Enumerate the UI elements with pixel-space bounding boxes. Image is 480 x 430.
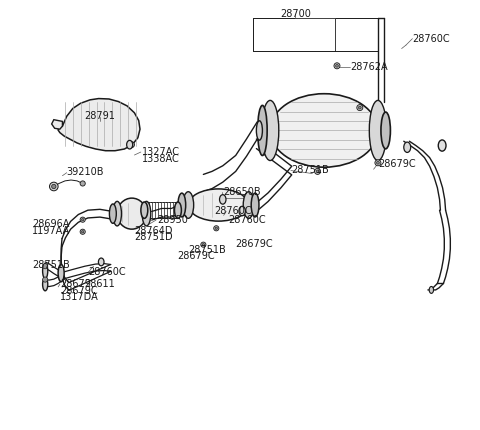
Ellipse shape <box>438 141 446 152</box>
Text: 28760C: 28760C <box>412 34 450 44</box>
Ellipse shape <box>58 265 64 282</box>
Ellipse shape <box>183 192 193 219</box>
Circle shape <box>214 226 219 231</box>
Text: 28679: 28679 <box>60 279 91 289</box>
Ellipse shape <box>239 207 245 216</box>
Text: 1338AC: 1338AC <box>142 153 180 163</box>
Circle shape <box>336 65 338 68</box>
Circle shape <box>316 171 319 173</box>
Ellipse shape <box>43 264 48 279</box>
Circle shape <box>202 244 204 246</box>
Text: 28751B: 28751B <box>292 165 329 175</box>
Circle shape <box>49 183 58 191</box>
Circle shape <box>82 219 84 221</box>
Text: 28679C: 28679C <box>236 238 273 248</box>
Ellipse shape <box>127 141 132 150</box>
Ellipse shape <box>43 278 48 291</box>
Ellipse shape <box>258 106 267 156</box>
Circle shape <box>130 144 132 147</box>
Ellipse shape <box>251 194 259 218</box>
Polygon shape <box>52 120 62 130</box>
Ellipse shape <box>243 192 254 219</box>
Text: 28950: 28950 <box>157 214 188 224</box>
Circle shape <box>43 264 48 269</box>
Circle shape <box>375 160 381 166</box>
Ellipse shape <box>178 194 186 218</box>
Circle shape <box>52 185 56 189</box>
Text: 28762A: 28762A <box>350 61 387 72</box>
Text: 28611: 28611 <box>84 279 115 289</box>
Text: 28679C: 28679C <box>60 285 98 295</box>
Text: 39210B: 39210B <box>67 167 104 177</box>
Ellipse shape <box>219 195 226 205</box>
Ellipse shape <box>429 287 433 294</box>
Circle shape <box>215 227 217 230</box>
Ellipse shape <box>117 199 146 230</box>
Ellipse shape <box>142 202 151 226</box>
Circle shape <box>80 181 85 187</box>
Circle shape <box>334 64 340 70</box>
Ellipse shape <box>98 258 104 266</box>
Text: 28764D: 28764D <box>134 225 173 235</box>
Circle shape <box>80 230 85 235</box>
Ellipse shape <box>188 190 249 221</box>
Circle shape <box>128 142 134 148</box>
Text: 28679C: 28679C <box>378 158 416 169</box>
Circle shape <box>359 107 361 110</box>
Ellipse shape <box>256 121 263 141</box>
Polygon shape <box>58 99 140 151</box>
Text: 28751B: 28751B <box>188 244 226 255</box>
Ellipse shape <box>381 113 390 150</box>
Text: 28760C: 28760C <box>214 206 252 216</box>
Text: 28679C: 28679C <box>178 251 215 261</box>
Text: 1327AC: 1327AC <box>142 146 180 157</box>
Ellipse shape <box>175 203 181 219</box>
Circle shape <box>80 218 85 223</box>
Text: 1317DA: 1317DA <box>60 292 99 302</box>
Text: 28751D: 28751D <box>134 231 173 242</box>
Ellipse shape <box>109 205 116 224</box>
Ellipse shape <box>404 143 411 153</box>
Circle shape <box>377 162 379 165</box>
Ellipse shape <box>369 101 386 161</box>
Ellipse shape <box>270 95 378 168</box>
Circle shape <box>82 231 84 233</box>
Text: 28791: 28791 <box>84 111 115 121</box>
Text: 28760C: 28760C <box>228 214 265 224</box>
Circle shape <box>357 105 363 111</box>
Text: 28700: 28700 <box>281 9 312 19</box>
Text: 28760C: 28760C <box>88 267 126 277</box>
Ellipse shape <box>113 202 121 226</box>
Text: 28751B: 28751B <box>32 259 70 270</box>
Circle shape <box>43 277 48 283</box>
Circle shape <box>314 169 321 175</box>
Text: 1197AA: 1197AA <box>32 225 71 236</box>
Circle shape <box>201 243 206 248</box>
Text: 28696A: 28696A <box>32 218 70 229</box>
Ellipse shape <box>262 101 279 161</box>
Ellipse shape <box>141 203 148 219</box>
Text: 28650B: 28650B <box>223 186 260 197</box>
